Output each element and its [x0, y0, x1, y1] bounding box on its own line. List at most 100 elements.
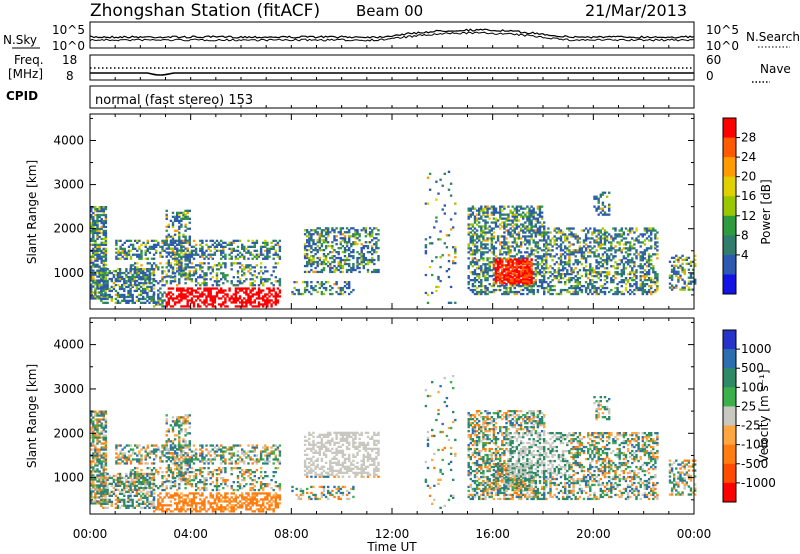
echo-cell	[123, 504, 126, 507]
echo-cell	[114, 277, 118, 281]
echo-cell	[171, 247, 175, 250]
echo-cell	[184, 235, 187, 238]
echo-cell	[98, 267, 101, 270]
echo-cell	[203, 303, 206, 306]
echo-cell	[522, 268, 525, 271]
echo-cell	[478, 290, 481, 294]
echo-cell	[327, 241, 330, 244]
echo-cell	[373, 268, 376, 272]
echo-cell	[90, 237, 93, 241]
echo-cell	[629, 277, 632, 280]
echo-cell	[515, 223, 519, 226]
echo-cell	[100, 291, 103, 295]
echo-cell	[584, 249, 588, 252]
echo-cell	[167, 223, 170, 226]
echo-cell	[116, 476, 120, 480]
echo-cell	[249, 301, 252, 304]
echo-cell	[276, 301, 280, 304]
echo-cell	[159, 280, 162, 283]
echo-cell	[100, 496, 103, 499]
echo-cell	[121, 247, 124, 250]
echo-cell	[131, 274, 135, 277]
echo-cell	[639, 271, 642, 274]
echo-cell	[306, 288, 309, 292]
echo-cell	[241, 301, 244, 304]
echo-cell	[605, 281, 609, 284]
echo-cell	[345, 258, 349, 262]
echo-cell	[341, 245, 345, 248]
echo-cell	[125, 253, 129, 256]
echo-cell	[131, 506, 134, 509]
echo-cell	[102, 243, 105, 246]
echo-cell	[90, 422, 93, 425]
echo-cell	[641, 257, 644, 260]
colorbar-swatch	[723, 176, 736, 197]
echo-cell	[169, 266, 173, 269]
echo-cell	[163, 276, 166, 279]
echo-cell	[576, 286, 579, 290]
echo-cell	[543, 279, 546, 282]
echo-cell	[599, 288, 602, 292]
echo-cell	[184, 305, 187, 308]
echo-cell	[138, 245, 141, 248]
echo-cell	[519, 255, 523, 258]
echo-cell	[670, 268, 674, 271]
echo-cell	[118, 500, 122, 503]
echo-cell	[94, 283, 97, 286]
echo-cell	[137, 299, 141, 302]
echo-cell	[137, 482, 141, 485]
echo-cell	[428, 242, 432, 245]
echo-cell	[194, 278, 198, 281]
echo-cell	[96, 428, 99, 431]
echo-cell	[543, 221, 546, 224]
echo-cell	[484, 243, 487, 246]
echo-cell	[114, 279, 118, 283]
echo-cell	[180, 267, 183, 270]
echo-cell	[469, 279, 472, 282]
echo-cell	[603, 279, 607, 282]
echo-cell	[517, 251, 521, 254]
echo-cell	[266, 241, 269, 244]
echo-cell	[547, 231, 550, 234]
echo-cell	[201, 295, 204, 298]
echo-cell	[121, 287, 124, 291]
echo-cell	[165, 247, 168, 250]
echo-cell	[490, 243, 493, 246]
echo-cell	[306, 256, 309, 260]
echo-cell	[96, 436, 99, 439]
echo-cell	[106, 476, 109, 480]
echo-cell	[274, 293, 277, 296]
echo-cell	[624, 267, 628, 270]
echo-cell	[94, 245, 97, 248]
echo-cell	[368, 260, 372, 264]
echo-cell	[215, 280, 219, 283]
echo-cell	[266, 287, 269, 290]
echo-cell	[217, 262, 221, 265]
echo-cell	[182, 235, 185, 238]
echo-cell	[331, 251, 334, 254]
echo-cell	[108, 500, 111, 503]
echo-cell	[331, 245, 334, 248]
echo-cell	[184, 247, 187, 250]
echo-cell	[335, 290, 338, 294]
echo-cell	[519, 243, 523, 246]
echo-cell	[530, 290, 533, 294]
echo-cell	[173, 245, 177, 248]
echo-cell	[534, 283, 537, 286]
echo-cell	[559, 259, 563, 262]
echo-cell	[137, 293, 141, 297]
echo-cell	[557, 227, 561, 230]
echo-cell	[637, 239, 640, 242]
echo-cell	[148, 472, 151, 476]
echo-cell	[98, 257, 101, 260]
echo-cell	[492, 209, 496, 212]
echo-cell	[213, 287, 217, 290]
echo-cell	[264, 299, 267, 302]
echo-cell	[645, 271, 649, 274]
echo-cell	[211, 301, 214, 304]
echo-cell	[532, 213, 535, 216]
echo-cell	[217, 249, 221, 252]
colorbar-tick-label: 4	[741, 248, 749, 262]
echo-cell	[268, 247, 271, 250]
echo-cell	[635, 229, 638, 232]
